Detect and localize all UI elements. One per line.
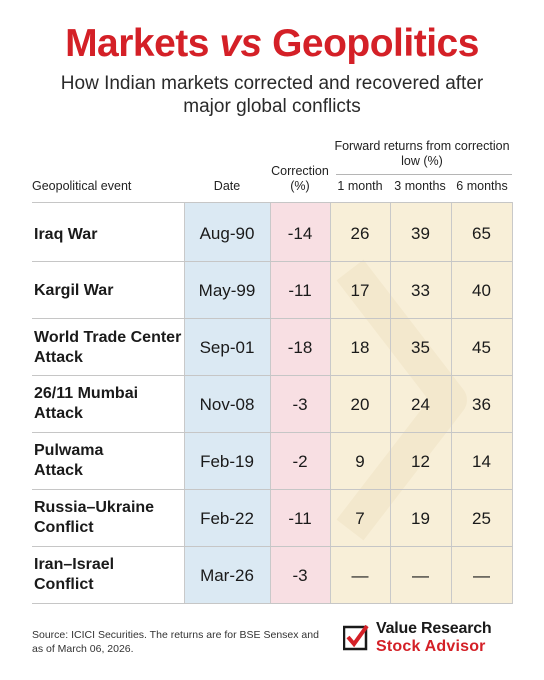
return-1-month: 20 [350, 394, 370, 414]
divider-correction-right [330, 202, 331, 604]
event-date: Feb-22 [200, 508, 254, 528]
return-3-months: 39 [411, 223, 430, 243]
return-6-months: 14 [472, 451, 491, 471]
return-6-months: 40 [472, 280, 491, 300]
row-divider [32, 489, 512, 490]
return-6-months: 36 [472, 394, 491, 414]
event-name: Pulwama Attack [34, 442, 104, 479]
return-3-months: 19 [411, 508, 430, 528]
row-divider [32, 375, 512, 376]
return-6-months: 45 [472, 337, 491, 357]
correction-value: -14 [287, 223, 313, 243]
row-divider [32, 603, 512, 604]
title-geopolitics: Geopolitics [272, 22, 479, 65]
date-column-band [184, 202, 270, 604]
divider-3-months-right [451, 202, 452, 604]
row-divider [32, 261, 512, 262]
correction-value: -11 [288, 280, 312, 300]
correction-column-band [270, 202, 330, 604]
correction-value: -11 [288, 508, 312, 528]
event-name: 26/11 Mumbai Attack [34, 385, 139, 422]
event-name: Iran–Israel Conflict [34, 556, 115, 593]
chevron-watermark-icon [336, 259, 467, 541]
forward-returns-group-header: Forward returns from correction low (%) [334, 139, 510, 168]
correction-value: -3 [292, 394, 308, 414]
row-divider [32, 546, 512, 547]
event-date: Aug-90 [199, 223, 255, 243]
page-title: Markets vs Geopolitics [0, 22, 544, 66]
return-6-months: 25 [472, 508, 491, 528]
return-3-months: 35 [411, 337, 430, 357]
correction-value: -3 [292, 565, 308, 585]
correction-value: -18 [287, 337, 313, 357]
return-1-month: 9 [355, 451, 365, 471]
header-1-month: 1 month [337, 179, 383, 193]
title-markets: Markets [65, 22, 209, 65]
return-3-months: 33 [411, 280, 430, 300]
event-date: May-99 [198, 280, 256, 300]
return-3-months: 12 [411, 451, 430, 471]
return-1-month: 7 [355, 508, 365, 528]
return-6-months: 65 [472, 223, 491, 243]
event-date: Nov-08 [199, 394, 255, 414]
row-divider [32, 432, 512, 433]
header-6-months: 6 months [456, 179, 508, 193]
return-1-month: 26 [350, 223, 370, 243]
source-note: Source: ICICI Securities. The returns ar… [32, 629, 319, 655]
event-date: Mar-26 [200, 565, 254, 585]
divider-1-month-right [390, 202, 391, 604]
event-date: Sep-01 [199, 337, 255, 357]
divider-6-months-right [512, 202, 513, 604]
event-name: World Trade Center Attack [34, 329, 182, 366]
row-divider [32, 318, 512, 319]
page-subtitle: How Indian markets corrected and recover… [60, 73, 484, 117]
return-1-month: 18 [350, 337, 370, 357]
return-6-months: — [473, 565, 490, 585]
event-name: Kargil War [34, 282, 114, 299]
correction-value: -2 [292, 451, 308, 471]
header-3-months: 3 months [394, 179, 446, 193]
forward-returns-rule [336, 174, 512, 175]
brand-name: Value Research [376, 620, 492, 637]
value-research-logo-icon [343, 624, 369, 651]
return-3-months: — [412, 565, 429, 585]
return-3-months: 24 [411, 394, 430, 414]
divider-date-right [270, 202, 271, 604]
return-1-month: — [351, 565, 369, 585]
event-name: Russia–Ukraine Conflict [34, 499, 155, 536]
return-1-month: 17 [350, 280, 370, 300]
brand-product: Stock Advisor [376, 638, 486, 655]
header-correction: Correction (%) [271, 164, 329, 193]
header-date: Date [213, 179, 241, 193]
row-divider [32, 202, 512, 203]
header-event: Geopolitical event [32, 179, 132, 193]
title-vs: vs [219, 22, 262, 65]
event-date: Feb-19 [200, 451, 254, 471]
divider-date-left [184, 202, 185, 604]
event-name: Iraq War [34, 226, 98, 243]
